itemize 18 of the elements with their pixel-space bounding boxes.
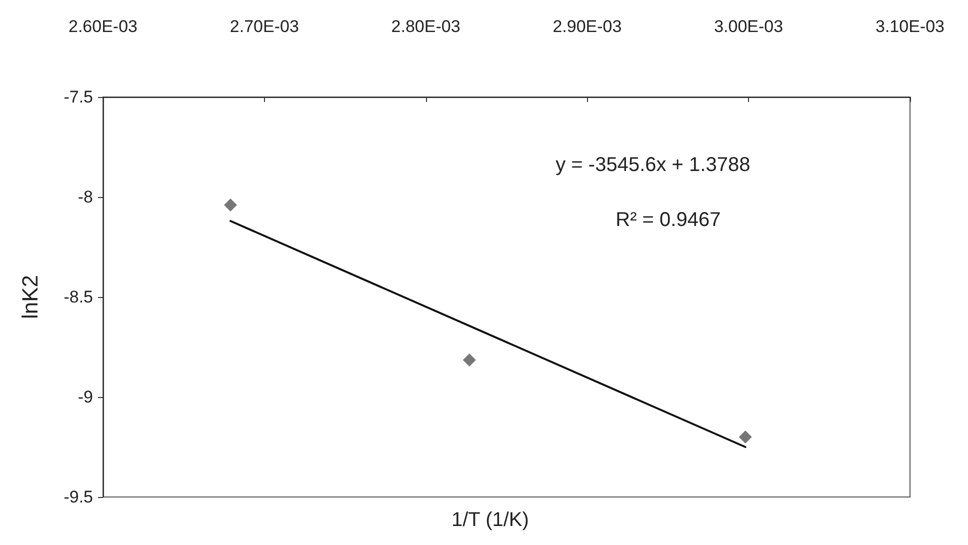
x-tick-label: 3.10E-03 <box>876 17 944 36</box>
x-axis-title: 1/T (1/K) <box>452 509 529 531</box>
point <box>224 198 238 212</box>
y-tick-label: -9.5 <box>64 488 93 506</box>
y-tick-label: -8.5 <box>64 288 93 306</box>
x-tick-label: 2.70E-03 <box>230 17 299 36</box>
y-tick-label: -7.5 <box>64 88 93 106</box>
annotation: R² = 0.9467 <box>616 209 721 231</box>
y-tick-label: -9 <box>78 388 93 406</box>
x-tick-label: 2.60E-03 <box>68 17 138 36</box>
x-tick-label: 3.00E-03 <box>714 17 784 36</box>
y-axis-title: lnK2 <box>18 274 42 320</box>
point <box>462 354 476 366</box>
x-tick-label: 2.90E-03 <box>552 17 622 36</box>
x-tick-label: 2.80E-03 <box>391 17 460 36</box>
y-tick-label: -8 <box>78 188 93 206</box>
point <box>738 430 752 444</box>
annotation: y = -3545.6x + 1.3788 <box>556 154 750 176</box>
